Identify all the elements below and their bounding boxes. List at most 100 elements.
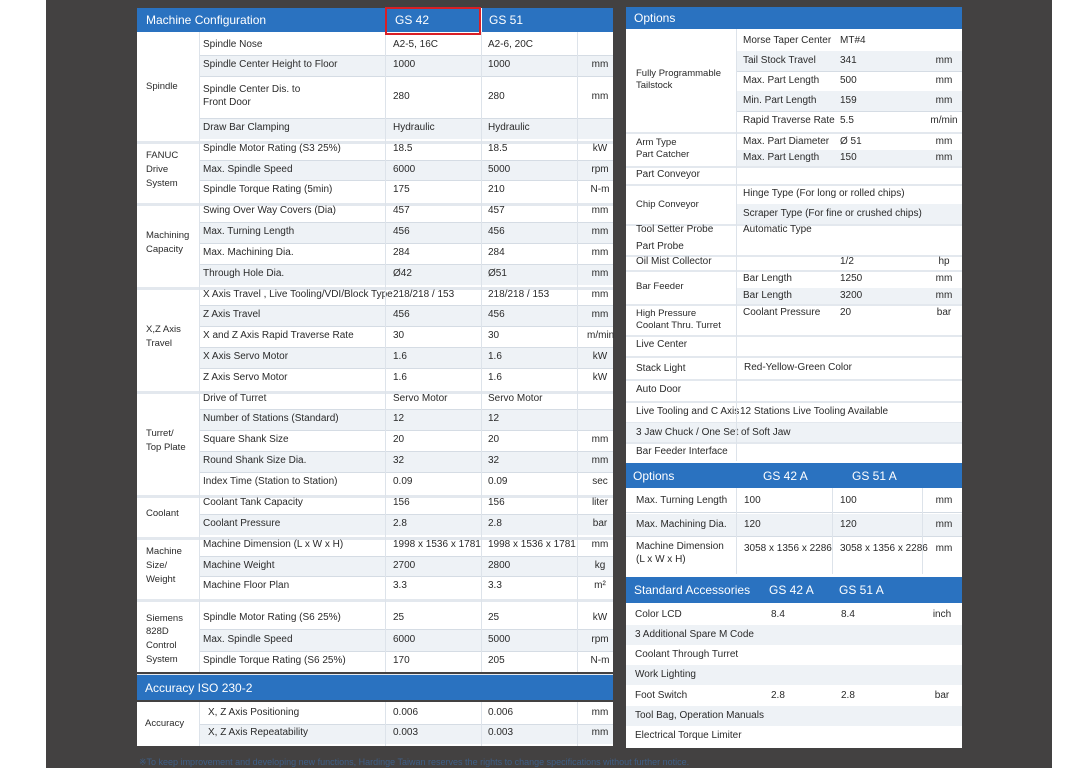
row-divider xyxy=(199,409,613,410)
option-value: Scraper Type (For fine or crushed chips) xyxy=(743,208,922,219)
option-label: Max. Turning Length xyxy=(636,494,728,506)
unit-label: m/min xyxy=(587,330,615,341)
spec-label: Max. Spindle Speed xyxy=(203,163,293,175)
row-divider xyxy=(199,305,613,306)
group-divider xyxy=(137,287,613,290)
row-divider xyxy=(199,243,613,244)
option-label: Bar Length xyxy=(743,272,792,284)
option-group-label: Stack Light xyxy=(636,363,686,374)
gs42-column-header: GS 42 xyxy=(395,13,430,27)
gs42-value: 1000 xyxy=(393,59,416,70)
gs42-value: 1998 x 1536 x 1781 xyxy=(393,539,481,550)
option-group-label: Live Tooling and C Axis xyxy=(636,406,740,417)
row-divider xyxy=(199,76,613,77)
spec-label: Through Hole Dia. xyxy=(203,268,285,279)
row-divider xyxy=(199,651,613,652)
spec-label: Machine Floor Plan xyxy=(203,580,290,591)
spec-label: Z Axis Travel xyxy=(203,309,261,320)
unit-label: mm xyxy=(935,518,953,530)
row-divider xyxy=(199,55,613,56)
group-divider xyxy=(137,537,613,540)
unit-label: mm xyxy=(591,247,609,258)
gs51-value: 5000 xyxy=(488,163,511,175)
option-value: 1/2 xyxy=(840,256,854,267)
gs42-value: Ø42 xyxy=(393,268,412,279)
spec-label: Max. Machining Dia. xyxy=(203,247,294,258)
column-divider xyxy=(199,32,200,672)
row-divider xyxy=(199,576,613,577)
gs51-value: 18.5 xyxy=(488,143,508,154)
accessories-title: Standard Accessories xyxy=(634,583,751,597)
option-group-label: High Pressure Coolant Thru. Turret xyxy=(636,307,721,331)
gs42-value: 30 xyxy=(393,330,405,341)
option-group-label: Arm Type Part Catcher xyxy=(636,137,690,161)
unit-label: mm xyxy=(591,434,609,445)
group-divider xyxy=(137,495,613,498)
gs51-value: 12 xyxy=(488,413,500,424)
row-divider xyxy=(199,264,613,265)
gs42-value: 20 xyxy=(393,434,405,445)
option-label: Coolant Pressure xyxy=(743,307,821,318)
gs42-highlight-box xyxy=(385,7,481,35)
unit-label: kW xyxy=(592,611,608,623)
spec-label: Swing Over Way Covers (Dia) xyxy=(203,205,336,216)
group-label: Machining Capacity xyxy=(146,230,190,255)
group-divider xyxy=(626,442,962,444)
option-group-label: 3 Jaw Chuck / One Set of Soft Jaw xyxy=(636,427,791,438)
column-divider xyxy=(385,702,386,746)
row-divider xyxy=(199,160,613,161)
unit-label: kW xyxy=(592,372,608,383)
spec-label: Square Shank Size xyxy=(203,434,289,445)
row-divider xyxy=(199,368,613,369)
gs51-value: Ø51 xyxy=(488,268,507,279)
options-header: Options xyxy=(626,7,962,29)
gs42-value: 25 xyxy=(393,611,405,623)
unit-label: m² xyxy=(594,580,606,591)
unit-label: bar xyxy=(936,307,952,318)
group-divider xyxy=(137,599,613,602)
gs42a-value: 8.4 xyxy=(771,608,785,620)
unit-label: mm xyxy=(935,151,953,163)
spec-label: X, Z Axis Repeatability xyxy=(208,727,309,738)
unit-label: mm xyxy=(591,288,609,300)
option-label: Min. Part Length xyxy=(743,94,817,106)
row-shade xyxy=(199,409,613,430)
gs51-value: 1000 xyxy=(488,59,511,70)
unit-label: m/min xyxy=(930,114,958,126)
group-divider xyxy=(626,166,962,168)
option-label: Morse Taper Center xyxy=(743,34,832,46)
row-shade xyxy=(736,204,962,224)
option-group-label: Bar Feeder xyxy=(636,281,684,293)
gs51-value: 456 xyxy=(488,309,505,320)
gs42-value: A2-5, 16C xyxy=(393,38,439,50)
gs51-value: 0.003 xyxy=(488,727,514,738)
unit-label: rpm xyxy=(591,633,609,645)
gs42-value: 156 xyxy=(393,497,410,508)
unit-label: mm xyxy=(591,205,609,216)
row-shade xyxy=(199,160,613,180)
option-group-label: Bar Feeder Interface xyxy=(636,446,728,457)
option-group-label: Chip Conveyor xyxy=(636,198,699,210)
gs42-value: 0.09 xyxy=(393,476,413,487)
group-divider xyxy=(137,203,613,206)
row-shade xyxy=(626,706,962,726)
group-divider xyxy=(626,401,962,403)
row-divider xyxy=(626,536,962,537)
row-shade xyxy=(626,423,962,442)
row-shade xyxy=(199,629,613,651)
spec-label: X Axis Travel , Live Tooling/VDI/Block T… xyxy=(203,288,393,300)
gs51a-value: 100 xyxy=(840,494,857,506)
column-divider xyxy=(736,488,737,574)
group-divider xyxy=(137,391,613,394)
row-divider xyxy=(199,629,613,630)
gs42-value: 280 xyxy=(393,90,410,102)
gs51-value: 284 xyxy=(488,247,505,258)
gs42-value: 175 xyxy=(393,184,410,195)
gs51-value: 5000 xyxy=(488,633,511,645)
unit-label: mm xyxy=(591,309,609,320)
group-label: Turret/Top Plate xyxy=(146,428,186,453)
gs42-value: 32 xyxy=(393,455,405,466)
option-value: 3200 xyxy=(840,289,863,301)
spec-label: Max. Turning Length xyxy=(203,226,295,237)
gs42a-value: 100 xyxy=(744,494,761,506)
